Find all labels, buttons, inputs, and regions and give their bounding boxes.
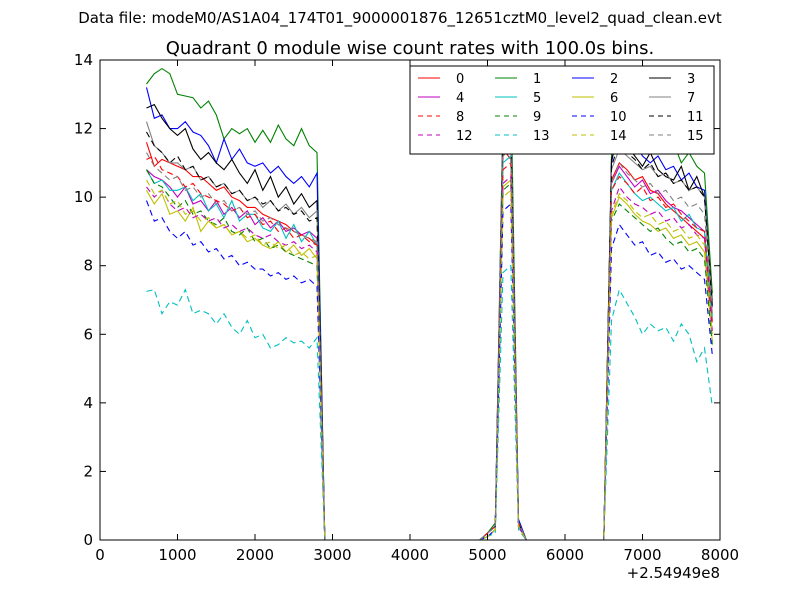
x-tick-label-2: 2000 [236,546,274,564]
y-tick-label-7: 14 [74,51,93,69]
series-line-15 [146,147,713,540]
y-tick-label-1: 2 [83,462,93,480]
series-line-2 [145,87,713,540]
x-tick-label-3: 3000 [313,546,351,564]
legend-label-5: 5 [533,91,541,106]
series-line-0 [145,142,713,540]
y-tick-label-3: 6 [83,325,93,343]
series-line-11 [146,127,713,540]
legend-label-15: 15 [687,129,704,144]
x-tick-label-4: 4000 [391,546,429,564]
legend-label-13: 13 [533,129,550,144]
x-tick-label-5: 5000 [468,546,506,564]
legend-label-6: 6 [610,91,618,106]
series-line-12 [146,175,713,540]
legend-label-11: 11 [687,110,704,125]
legend-label-7: 7 [687,91,695,106]
legend-label-14: 14 [610,129,627,144]
series-line-14 [146,179,713,540]
x-tick-label-6: 6000 [546,546,584,564]
y-tick-label-5: 10 [74,188,93,206]
x-tick-label-0: 0 [95,546,105,564]
legend-label-2: 2 [610,72,618,87]
legend-box [409,65,715,155]
legend-label-1: 1 [533,72,541,87]
legend-label-3: 3 [687,72,695,87]
y-tick-label-0: 0 [83,531,93,549]
x-tick-label-7: 7000 [623,546,661,564]
series-line-6 [146,178,713,540]
legend-label-10: 10 [610,110,627,125]
legend-label-12: 12 [456,129,473,144]
series-line-10 [145,200,713,540]
series-line-5 [146,154,713,540]
y-tick-label-4: 8 [83,257,93,275]
chart-title: Quadrant 0 module wise count rates with … [166,38,655,59]
legend-label-9: 9 [533,110,541,125]
x-tick-label-1: 1000 [158,546,196,564]
series-line-9 [146,169,713,540]
series-line-7 [145,113,713,540]
legend-label-4: 4 [456,91,464,106]
x-offset-label: +2.54949e8 [627,564,720,582]
series-line-13 [146,264,713,540]
y-tick-label-6: 12 [74,120,93,138]
series-line-8 [146,155,713,540]
data-file-header: Data file: modeM0/AS1A04_174T01_90000018… [78,9,722,28]
x-tick-label-8: 8000 [701,546,739,564]
y-tick-label-2: 4 [83,394,93,412]
legend-label-0: 0 [456,72,464,87]
series-line-4 [146,127,713,540]
legend-label-8: 8 [456,110,464,125]
axes-layer: 0 1000 2000 3000 4000 5000 6000 7000 80000246810… [74,51,739,582]
